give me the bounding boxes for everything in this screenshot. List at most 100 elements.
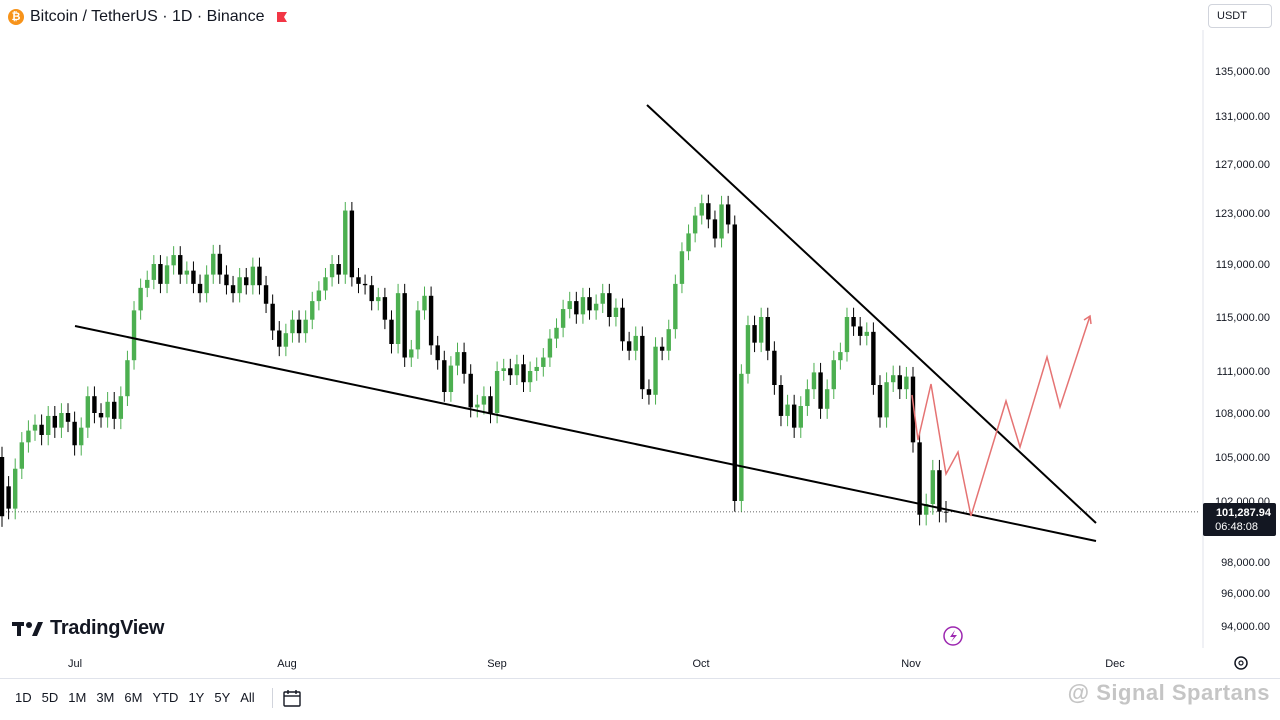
candle-body [376,297,381,302]
candle-body [98,413,104,418]
candle-body [112,401,117,419]
candle-body [230,285,236,294]
gear-icon[interactable] [1234,656,1248,670]
bitcoin-icon: ₿ [8,9,24,25]
candle-body [316,290,322,302]
candle-body [250,266,256,286]
candle-body [943,511,949,513]
candle-body [567,301,572,310]
candle-body [105,401,110,418]
candle-body [494,371,500,413]
candle-body [607,293,612,317]
candle-body [0,457,5,517]
candle-body [461,352,467,374]
candle-body [131,310,137,361]
candle-body [270,303,275,331]
candle-body [283,333,289,347]
price-chart[interactable]: 135,000.00 131,000.00 127,000.00 123,000.00… [0,0,1280,676]
timeframe-1y[interactable]: 1Y [188,690,205,705]
candles [0,194,949,527]
candle-body [389,319,394,344]
price-tick-label: 105,000.00 [1215,452,1270,464]
candle-body [488,396,493,413]
candle-body [303,319,308,334]
candle-body [138,287,143,311]
candle-body [118,396,124,419]
candle-body [79,427,84,446]
timeframe-toolbar: 1D 5D 1M 3M 6M YTD 1Y 5Y All [0,678,1280,716]
price-tick-label: 94,000.00 [1221,621,1270,633]
candle-body [65,413,71,422]
candle-body [409,349,414,358]
candle-body [679,251,685,284]
candle-body [329,264,335,278]
candle-body [646,389,652,395]
timeframe-6m[interactable]: 6M [124,690,143,705]
timeframe-3m[interactable]: 3M [96,690,115,705]
price-countdown: 06:48:08 [1215,521,1258,533]
candle-body [481,396,487,405]
candle-body [732,224,737,501]
candle-body [39,424,44,435]
timeframe-all[interactable]: All [240,690,255,705]
upper-trendline[interactable] [646,104,1097,524]
candle-body [838,352,843,361]
lightning-icon[interactable] [943,626,963,646]
candle-body [613,307,619,317]
candle-body [580,297,586,315]
timeframe-1d[interactable]: 1D [15,690,32,705]
candle-body [851,317,856,327]
candle-body [475,404,480,408]
candle-body [514,364,520,376]
currency-selector[interactable]: USDT [1208,4,1272,28]
last-price-label: 101,287.94 06:48:08 [1203,503,1276,536]
candle-body [547,338,553,358]
candle-body [277,330,282,347]
calendar-icon[interactable] [281,687,303,709]
candle-body [692,215,698,234]
candle-body [191,270,196,284]
candle-body [369,285,374,302]
candle-body [343,210,348,275]
candle-body [745,325,751,374]
candle-body [824,389,830,409]
candle-body [739,373,744,501]
candle-body [6,486,11,509]
lower-trendline[interactable] [74,325,1097,542]
candle-body [184,270,190,275]
time-tick-label: Oct [692,658,709,670]
tradingview-logo[interactable]: TradingView [12,617,164,640]
candle-body [349,210,355,278]
candle-body [805,389,810,406]
candle-body [640,335,645,390]
candle-body [244,277,249,286]
candle-body [593,303,599,311]
currency-label: USDT [1217,10,1247,22]
candle-body [917,442,922,515]
candle-body [455,352,460,366]
candle-body [171,255,176,266]
price-tick-label: 108,000.00 [1215,408,1270,420]
price-tick-label: 127,000.00 [1215,159,1270,171]
candle-body [798,406,803,428]
timeframe-1m[interactable]: 1M [68,690,87,705]
time-axis: Jul Aug Sep Oct Nov Dec [68,658,1125,670]
candle-body [871,331,876,385]
time-tick-label: Jul [68,658,82,670]
candle-body [52,415,58,428]
flag-icon[interactable] [276,11,288,23]
candle-body [224,274,229,286]
timeframe-ytd[interactable]: YTD [152,690,179,705]
symbol-header[interactable]: ₿ Bitcoin / TetherUS · 1D · Binance [8,6,288,28]
candle-body [527,371,533,383]
candle-body [19,442,25,469]
candle-body [72,421,77,446]
candle-body [910,376,916,443]
price-tick-label: 131,000.00 [1215,111,1270,123]
candle-body [864,331,869,336]
timeframe-5d[interactable]: 5D [41,690,59,705]
candle-body [263,285,269,304]
timeframe-5y[interactable]: 5Y [214,690,231,705]
candle-body [560,309,566,328]
projection-path[interactable] [911,315,1091,517]
